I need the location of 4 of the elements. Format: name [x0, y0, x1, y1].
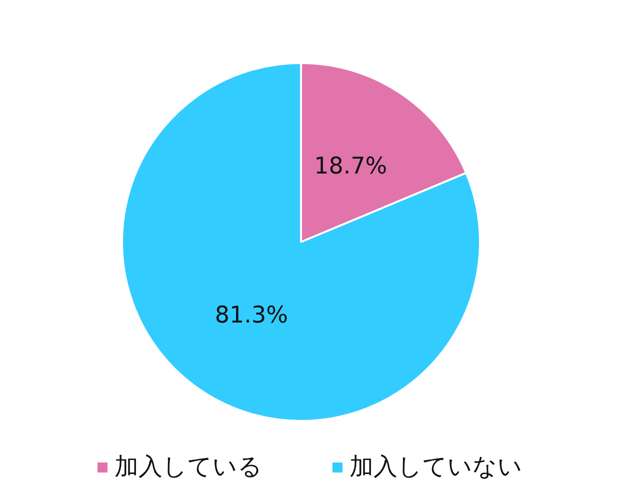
- legend-label: 加入していない: [350, 452, 522, 481]
- data-label: 18.7%: [314, 153, 388, 180]
- data-label: 81.3%: [214, 302, 288, 328]
- legend-label: 加入している: [114, 452, 262, 481]
